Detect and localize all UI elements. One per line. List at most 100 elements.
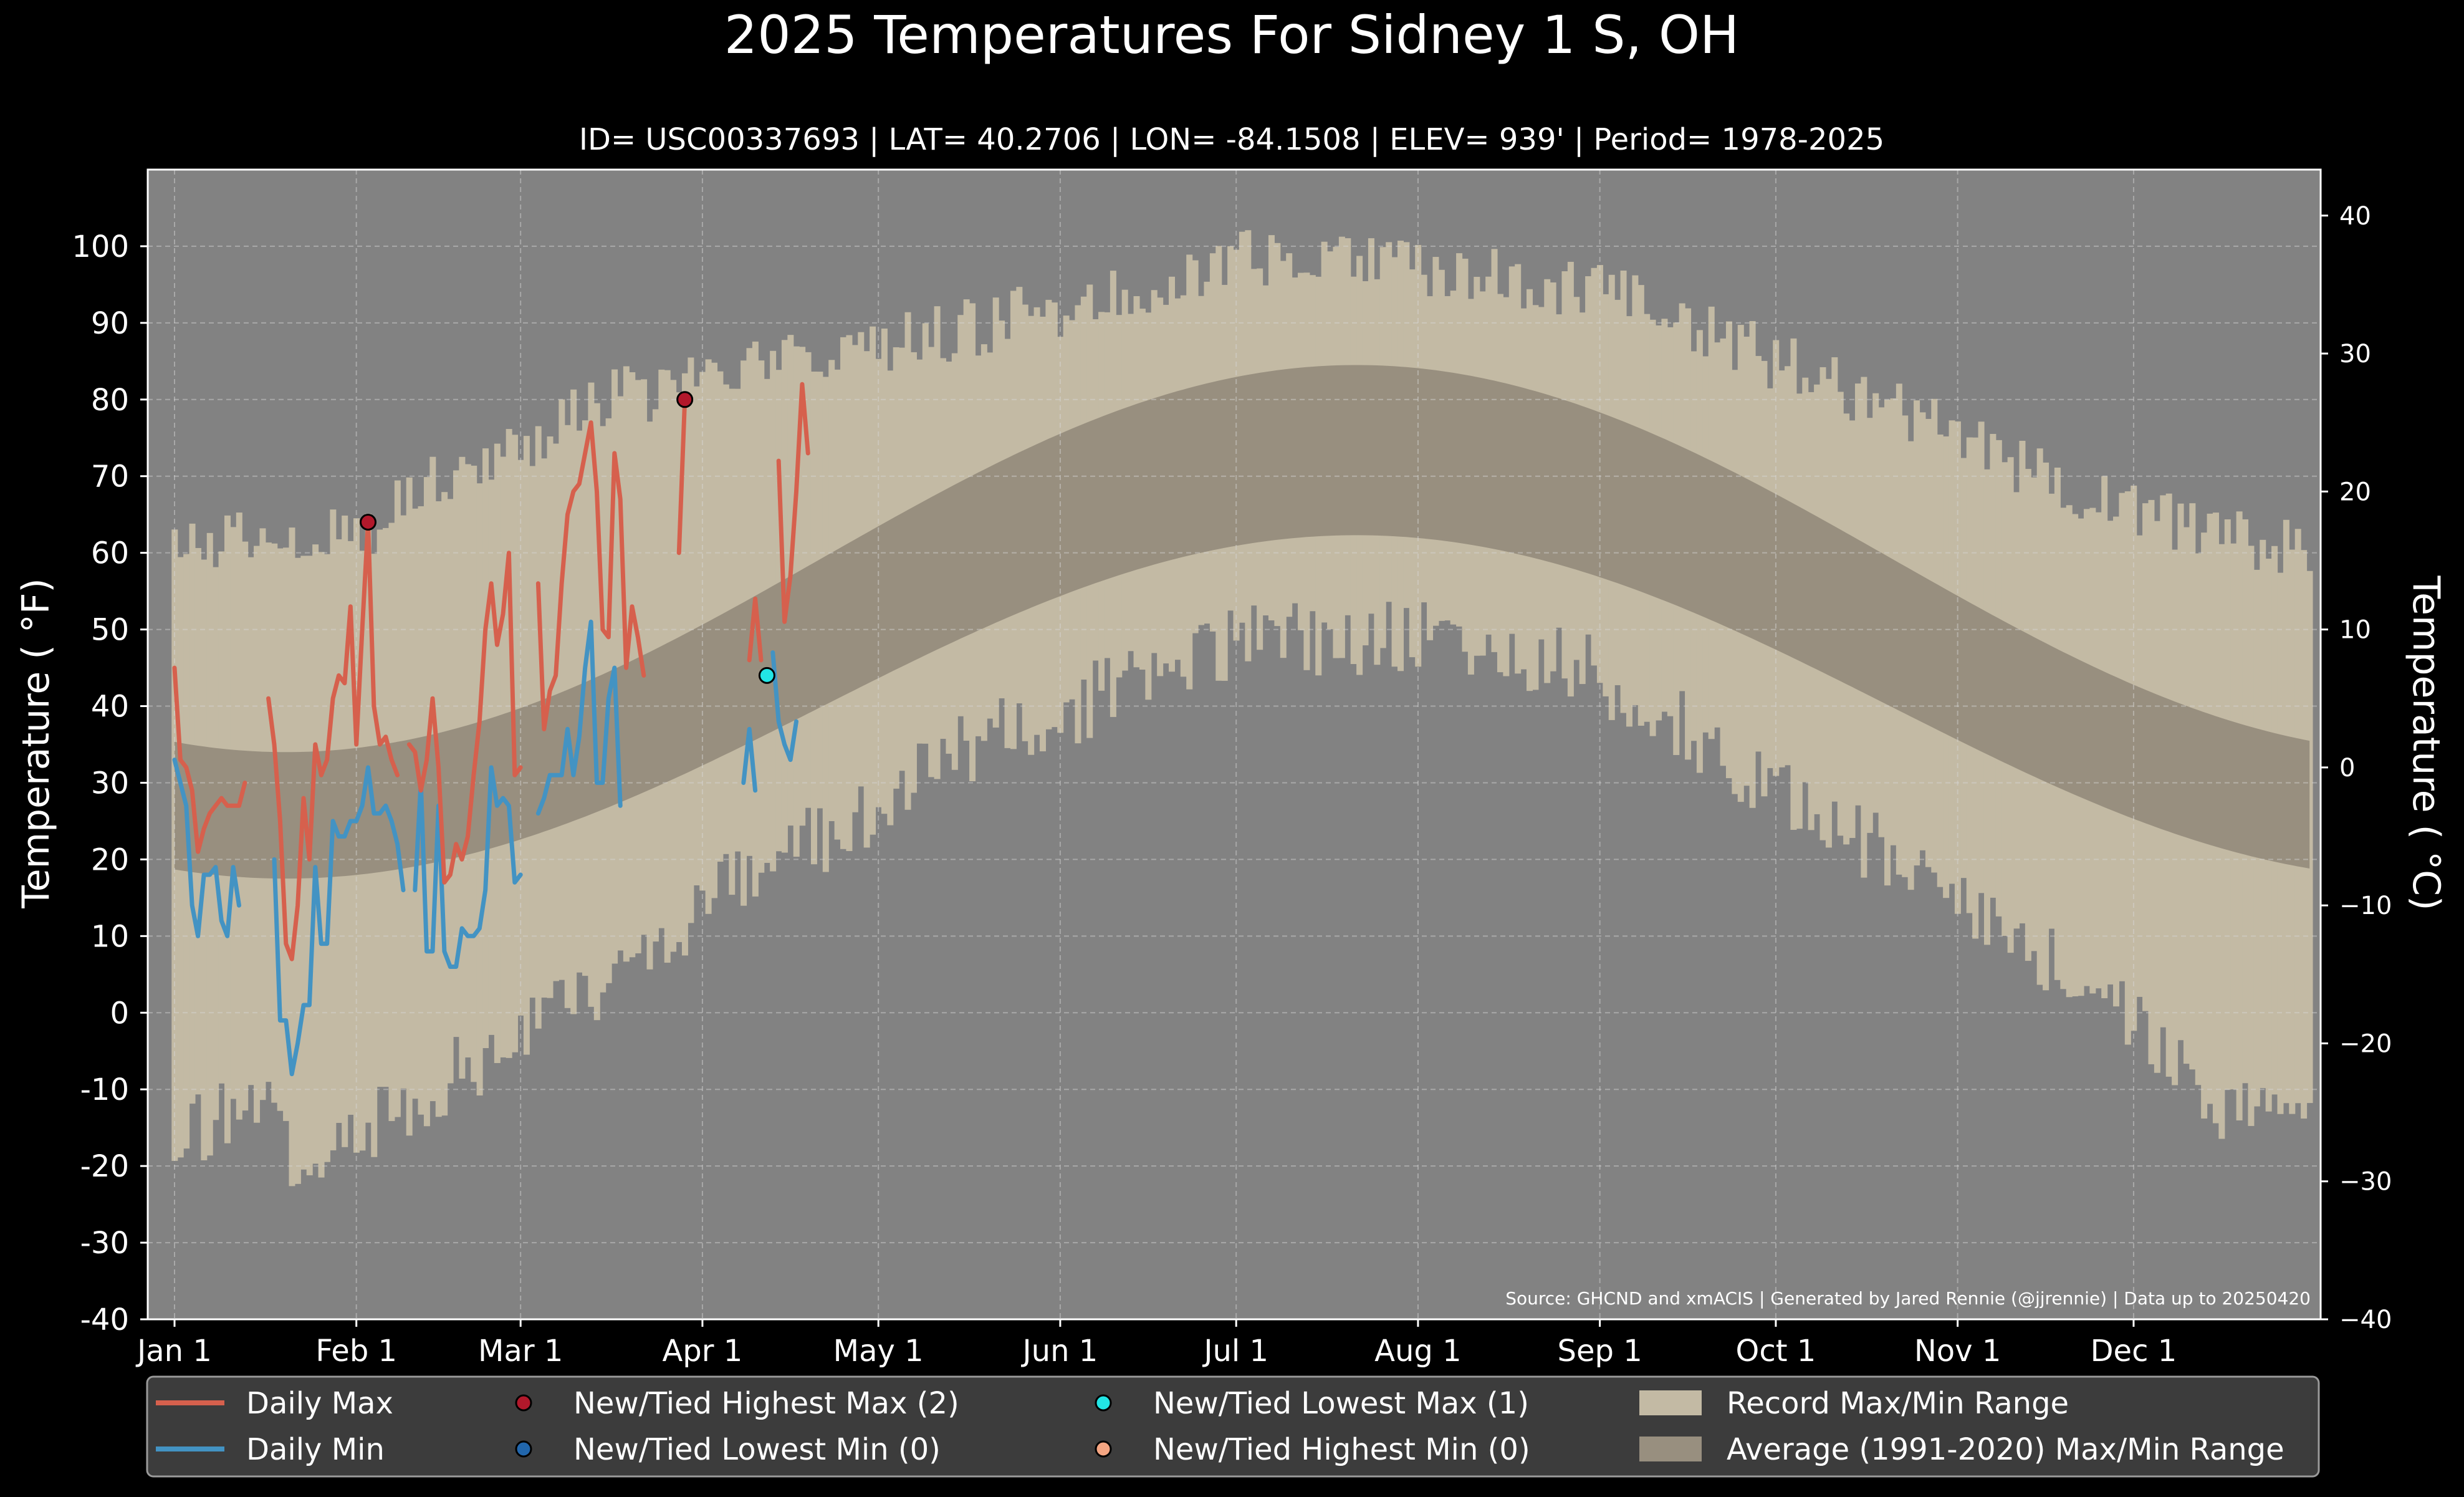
daily-min-line-point bbox=[426, 950, 428, 953]
daily-max-line-point bbox=[285, 943, 287, 945]
daily-min-line-point bbox=[461, 927, 463, 930]
grid bbox=[148, 170, 2321, 1320]
daily-min-line-point bbox=[484, 889, 487, 892]
daily-max-line-point bbox=[566, 513, 568, 516]
daily-max-line-point bbox=[443, 881, 446, 883]
daily-min-line-point bbox=[549, 774, 551, 776]
daily-min-line-point bbox=[584, 667, 587, 669]
daily-min-line-point bbox=[214, 866, 217, 869]
legend-label: New/Tied Lowest Min (0) bbox=[573, 1432, 941, 1467]
daily-min-line-point bbox=[238, 904, 241, 907]
y2-tick-label: 40 bbox=[2339, 202, 2371, 231]
daily-min-line-point bbox=[285, 1019, 287, 1022]
chart-subtitle: ID= USC00337693 | LAT= 40.2706 | LON= -8… bbox=[579, 122, 1884, 157]
y-tick-label: 90 bbox=[91, 306, 129, 341]
daily-max-line-point bbox=[203, 827, 205, 830]
daily-max-line-point bbox=[197, 850, 199, 853]
daily-min-line-point bbox=[560, 774, 563, 776]
daily-min-line-point bbox=[789, 759, 792, 761]
source-note: Source: GHCND and xmACIS | Generated by … bbox=[1505, 1288, 2311, 1309]
x-tick-label: Jan 1 bbox=[135, 1334, 212, 1369]
daily-max-line-point bbox=[467, 835, 469, 838]
daily-max-line-point bbox=[378, 743, 381, 746]
daily-max-line-point bbox=[584, 452, 587, 455]
daily-max-line bbox=[172, 382, 810, 961]
daily-max-line-point bbox=[419, 789, 422, 792]
legend-label: Average (1991-2020) Max/Min Range bbox=[1727, 1432, 2284, 1467]
legend-label: Daily Min bbox=[246, 1432, 385, 1467]
daily-max-line-point bbox=[297, 904, 299, 907]
daily-max-line-point bbox=[290, 958, 293, 960]
daily-max-line-point bbox=[431, 697, 434, 700]
record-marker bbox=[676, 391, 694, 408]
x-tick-label: Jun 1 bbox=[1021, 1334, 1098, 1369]
daily-min-line-point bbox=[279, 1019, 281, 1022]
daily-max-line-point bbox=[784, 620, 786, 623]
y2-tick-label: −30 bbox=[2339, 1168, 2392, 1196]
daily-max-line-point bbox=[226, 804, 229, 807]
legend-label: New/Tied Lowest Max (1) bbox=[1153, 1386, 1529, 1421]
daily-min-line-point bbox=[290, 1073, 293, 1076]
y-tick-label: -30 bbox=[80, 1226, 129, 1261]
y-axis-label-left: Temperature ( °F) bbox=[14, 578, 58, 909]
daily-max-line-point bbox=[238, 804, 241, 807]
y2-tick-label: −20 bbox=[2339, 1029, 2392, 1058]
y-tick-label: 50 bbox=[91, 613, 129, 648]
y-tick-label: 10 bbox=[91, 919, 129, 954]
daily-max-line-point bbox=[314, 743, 317, 746]
daily-min-line-point bbox=[302, 1004, 305, 1006]
daily-max-line-point bbox=[801, 383, 803, 385]
daily-min-line-point bbox=[772, 651, 774, 653]
daily-min-line-point bbox=[378, 812, 381, 815]
daily-max-line-point bbox=[308, 858, 310, 860]
daily-min-line-point bbox=[343, 835, 346, 838]
x-tick-label: Jul 1 bbox=[1202, 1334, 1268, 1369]
daily-max-line-point bbox=[191, 789, 193, 792]
daily-max-line-point bbox=[478, 720, 481, 723]
y2-tick-label: 20 bbox=[2339, 478, 2371, 506]
plot-area: -40-30-20-100102030405060708090100−40−30… bbox=[72, 168, 2392, 1369]
record-marker bbox=[360, 513, 377, 531]
daily-min-line-point bbox=[326, 943, 328, 945]
daily-max-line-point bbox=[807, 452, 809, 455]
daily-min-line-point bbox=[373, 812, 375, 815]
daily-max-line-point bbox=[496, 643, 499, 646]
daily-min-line-point bbox=[507, 804, 510, 807]
daily-min-line-point bbox=[572, 774, 575, 776]
x-tick-label: May 1 bbox=[833, 1334, 924, 1369]
y-tick-label: 40 bbox=[91, 690, 129, 724]
daily-max-line-point bbox=[355, 743, 358, 746]
daily-max-line-point bbox=[572, 490, 575, 493]
daily-min-line-point bbox=[355, 820, 358, 822]
x-tick-label: Aug 1 bbox=[1374, 1334, 1462, 1369]
daily-max-line-point bbox=[596, 490, 598, 493]
daily-max-line-point bbox=[678, 552, 680, 554]
daily-min-line-point bbox=[607, 697, 610, 700]
daily-max-line-point bbox=[514, 774, 516, 776]
y2-tick-label: 0 bbox=[2339, 754, 2355, 782]
daily-min-line-point bbox=[431, 950, 434, 953]
daily-max-line-point bbox=[619, 498, 621, 501]
daily-min-line-point bbox=[619, 804, 621, 807]
daily-min-line-point bbox=[613, 667, 616, 669]
y-tick-label: 60 bbox=[91, 536, 129, 571]
daily-max-line-point bbox=[631, 605, 633, 608]
daily-min-line-point bbox=[784, 743, 786, 746]
daily-max-line-point bbox=[590, 421, 592, 424]
daily-min-line-point bbox=[478, 927, 481, 930]
y2-tick-label: −40 bbox=[2339, 1306, 2392, 1334]
plot-frame bbox=[146, 168, 2322, 1321]
legend-swatch-dot bbox=[515, 1394, 532, 1412]
daily-max-line-point bbox=[208, 812, 211, 815]
x-tick-label: Nov 1 bbox=[1914, 1334, 2001, 1369]
daily-max-line-point bbox=[602, 628, 604, 631]
daily-min-line-point bbox=[414, 889, 416, 892]
daily-min-line-point bbox=[443, 950, 446, 953]
y-tick-label: -40 bbox=[80, 1302, 129, 1337]
legend-swatch-patch bbox=[1639, 1390, 1702, 1415]
daily-max-line-point bbox=[185, 766, 188, 769]
y2-tick-label: −10 bbox=[2339, 892, 2392, 920]
daily-min-line-point bbox=[502, 797, 504, 799]
daily-min-line-point bbox=[490, 766, 492, 769]
daily-max-line-point bbox=[396, 774, 399, 776]
